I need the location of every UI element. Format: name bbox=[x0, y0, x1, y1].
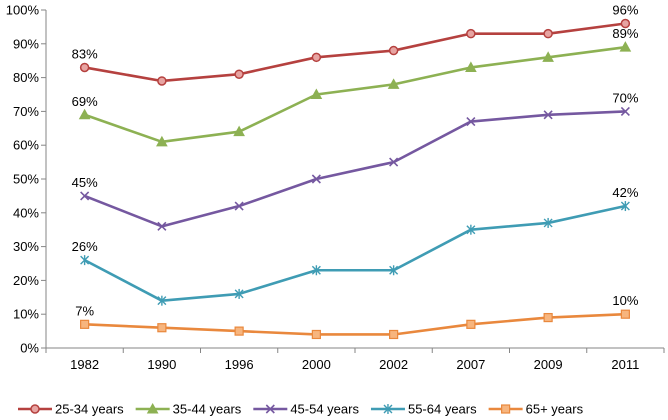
data-point bbox=[389, 329, 399, 340]
data-point bbox=[543, 110, 553, 120]
data-point bbox=[543, 28, 553, 39]
data-label-start: 7% bbox=[75, 303, 94, 318]
x-tick-label: 2011 bbox=[611, 357, 639, 372]
data-label-start: 69% bbox=[72, 94, 98, 109]
data-point bbox=[157, 221, 167, 231]
y-tick-label: 100% bbox=[6, 3, 40, 18]
data-label-end: 42% bbox=[612, 185, 638, 200]
data-point bbox=[234, 69, 244, 79]
legend-marker bbox=[501, 404, 511, 414]
data-label-end: 10% bbox=[612, 293, 638, 308]
y-tick-label: 40% bbox=[13, 205, 39, 220]
data-point bbox=[310, 88, 323, 99]
data-point bbox=[80, 255, 90, 266]
series-line bbox=[84, 312, 626, 336]
x-tick-label: 2007 bbox=[456, 357, 485, 372]
x-tick-label: 1996 bbox=[225, 357, 254, 372]
data-labels: 83% 96% 69% 89% 45% 70% 26% 42% 7% 10% bbox=[72, 3, 639, 319]
legend-item: 55-64 years bbox=[370, 402, 477, 417]
data-label-start: 26% bbox=[72, 239, 98, 254]
series-line bbox=[84, 45, 626, 144]
x-tick-label: 1990 bbox=[147, 357, 176, 372]
data-label-start: 83% bbox=[72, 46, 98, 61]
data-point bbox=[543, 312, 553, 323]
y-tick-label: 20% bbox=[13, 273, 39, 288]
data-point bbox=[466, 116, 476, 127]
data-point bbox=[80, 191, 90, 201]
data-point bbox=[387, 78, 400, 89]
data-point bbox=[465, 61, 477, 72]
series-line bbox=[84, 110, 626, 228]
data-point bbox=[156, 135, 168, 147]
data-point bbox=[234, 288, 244, 299]
legend-item: 65+ years bbox=[488, 402, 584, 417]
series-line bbox=[84, 204, 626, 302]
legend-label: 25-34 years bbox=[55, 402, 124, 417]
y-tick-label: 30% bbox=[13, 239, 39, 254]
legend-marker bbox=[146, 402, 159, 414]
series-layer bbox=[78, 18, 632, 340]
legend-label: 35-44 years bbox=[173, 402, 242, 417]
data-point bbox=[78, 108, 91, 120]
data-label-end: 70% bbox=[612, 90, 638, 105]
legend-label: 55-64 years bbox=[408, 402, 477, 417]
data-point bbox=[311, 329, 321, 340]
y-tick-label: 50% bbox=[13, 172, 39, 187]
legend: 25-34 years 35-44 years 45-54 years 55-64 y… bbox=[18, 402, 584, 417]
data-point bbox=[542, 51, 554, 62]
data-point bbox=[157, 323, 167, 333]
legend-item: 25-34 years bbox=[18, 402, 124, 417]
y-tick-label: 60% bbox=[13, 138, 39, 153]
data-point bbox=[543, 217, 553, 228]
x-tick-label: 2002 bbox=[379, 357, 408, 372]
series-line bbox=[84, 22, 626, 83]
legend-label: 65+ years bbox=[526, 402, 584, 417]
data-point bbox=[620, 18, 631, 29]
data-label-end: 89% bbox=[612, 26, 638, 41]
data-point bbox=[466, 319, 476, 329]
legend-marker bbox=[30, 404, 40, 414]
x-tick-label: 2000 bbox=[302, 357, 331, 372]
data-point bbox=[620, 309, 630, 319]
data-point bbox=[80, 319, 90, 329]
data-point bbox=[389, 157, 399, 167]
data-point bbox=[466, 224, 476, 235]
data-point bbox=[233, 125, 245, 137]
data-point bbox=[311, 265, 321, 276]
y-tick-label: 0% bbox=[20, 341, 39, 356]
data-point bbox=[311, 174, 321, 184]
data-point bbox=[79, 62, 90, 73]
axes: 0% 10% 20% 30% 40% 50% 60% 70% 80% 90% 100% 1982 199… bbox=[6, 3, 665, 372]
data-point bbox=[311, 52, 322, 63]
data-point bbox=[619, 41, 632, 52]
x-tick-label: 1982 bbox=[70, 357, 99, 372]
data-label-end: 96% bbox=[612, 3, 638, 18]
y-tick-label: 70% bbox=[13, 104, 39, 119]
x-tick-label: 2009 bbox=[534, 357, 563, 372]
data-label-start: 45% bbox=[72, 175, 98, 190]
data-point bbox=[388, 45, 399, 56]
data-point bbox=[620, 106, 630, 116]
data-point bbox=[389, 265, 399, 276]
legend-marker bbox=[383, 404, 393, 414]
data-point bbox=[157, 76, 167, 86]
data-point bbox=[234, 326, 244, 336]
legend-item: 45-54 years bbox=[253, 402, 359, 417]
data-point bbox=[620, 201, 630, 212]
data-point bbox=[157, 295, 167, 306]
legend-label: 45-54 years bbox=[290, 402, 359, 417]
y-tick-label: 90% bbox=[13, 36, 39, 51]
y-tick-label: 80% bbox=[13, 70, 39, 85]
legend-item: 35-44 years bbox=[135, 402, 242, 417]
data-point bbox=[466, 28, 476, 39]
legend-marker bbox=[265, 404, 275, 414]
y-tick-label: 10% bbox=[13, 307, 39, 322]
data-point bbox=[234, 201, 244, 211]
